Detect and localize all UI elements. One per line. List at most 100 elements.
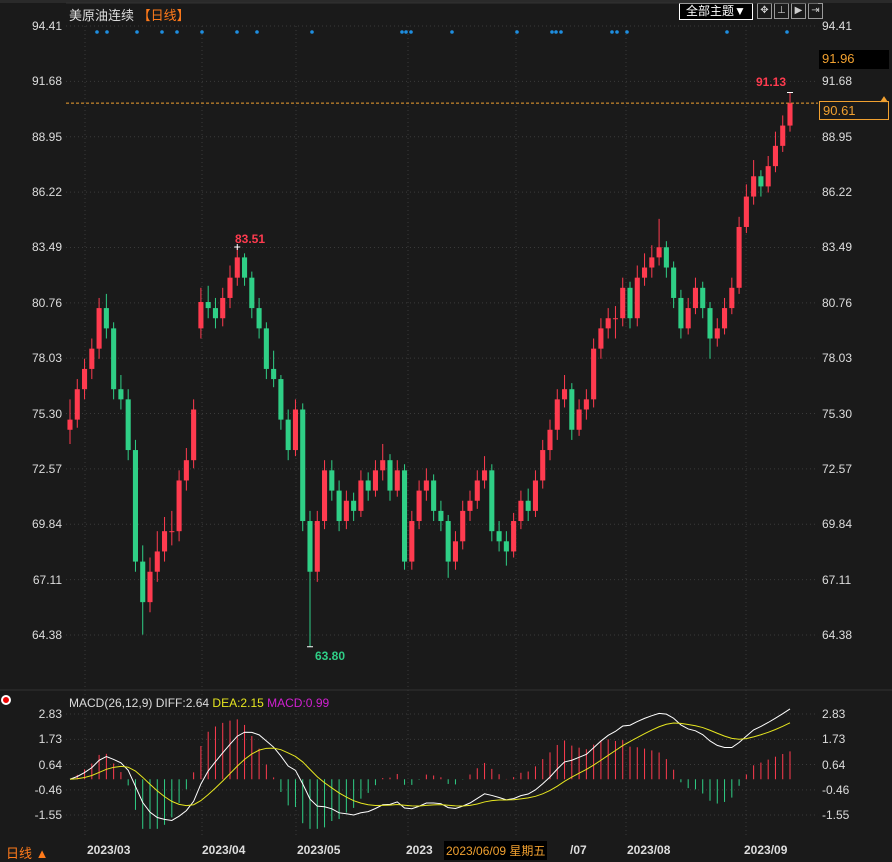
x-label: /07 (570, 843, 587, 857)
candle-body (438, 510, 444, 522)
candle-body (700, 287, 706, 309)
candle-body (482, 470, 488, 481)
period-selector[interactable]: 日线 ▲ (6, 846, 49, 861)
last-price-arrow-icon (880, 96, 888, 103)
candle-body (300, 409, 306, 522)
last-price-box: 90.61 (819, 101, 889, 120)
candle-body (249, 277, 255, 309)
candle-body (351, 500, 357, 511)
candle-body (642, 267, 648, 278)
candle-body (634, 277, 640, 319)
macd-tick-label: -0.46 (822, 782, 850, 797)
event-marker-icon (255, 30, 259, 34)
candle-body (692, 287, 698, 309)
candle-body (125, 399, 131, 451)
candle-body (758, 176, 764, 187)
diff-line (69, 708, 791, 821)
macd-value: MACD:0.99 (267, 696, 330, 710)
macd-tick-label: -1.55 (34, 808, 62, 822)
dea-line (69, 722, 791, 807)
x-label: 2023/09 (744, 843, 788, 857)
x-label: 2023/03 (87, 843, 131, 857)
candle-body (678, 297, 684, 329)
candle-body (423, 480, 429, 491)
indicator-toggle-icon[interactable] (1, 695, 11, 705)
candle-body (154, 551, 160, 572)
x-label: 2023/05 (297, 843, 341, 857)
event-marker-icon (200, 30, 204, 34)
candle-body (532, 480, 538, 511)
candle-body (402, 470, 408, 562)
candle-body (387, 460, 393, 491)
chart-title: 美原油连续 【日线】 (69, 5, 190, 24)
candle-body (358, 480, 364, 511)
x-label: 2023 (406, 843, 433, 857)
event-marker-icon (400, 30, 404, 34)
candle-body (212, 308, 218, 319)
candle-body (780, 125, 786, 146)
event-marker-icon (235, 30, 239, 34)
candle-body (787, 103, 793, 126)
candle-body (372, 470, 378, 491)
price-tick-label: 91.68 (822, 74, 853, 89)
candle-body (220, 297, 226, 319)
candle-body (314, 521, 320, 572)
candle-body (380, 460, 386, 471)
candle-body (329, 470, 335, 491)
price-tick-label: 75.30 (31, 406, 62, 421)
candle-body (89, 348, 95, 369)
candle-body (474, 480, 480, 501)
candle-body (569, 389, 575, 430)
price-tick-label: 80.76 (31, 295, 62, 310)
candle-body (416, 490, 422, 522)
event-marker-icon (160, 30, 164, 34)
candle-body (198, 302, 204, 329)
event-marker-icon (610, 30, 614, 34)
candle-body (96, 308, 102, 349)
macd-tick-label: 2.83 (822, 707, 846, 721)
candle-body (271, 368, 277, 380)
min-price-label: 63.80 (315, 649, 346, 663)
candle-body (234, 257, 240, 278)
event-marker-icon (175, 30, 179, 34)
price-tick-label: 94.41 (822, 19, 853, 33)
macd-tick-label: 2.83 (38, 707, 62, 721)
candle-body (394, 470, 400, 491)
recent-high-label: 91.13 (756, 75, 787, 89)
candle-body (554, 399, 560, 430)
diff-value: DIFF:2.64 (155, 696, 210, 710)
candle-body (743, 196, 749, 227)
event-marker-icon (615, 30, 619, 34)
candle-body (714, 328, 720, 339)
candle-body (772, 145, 778, 167)
candle-body (605, 318, 611, 329)
candle-body (256, 308, 262, 329)
crosshair-date-tooltip: 2023/06/09 星期五 (444, 841, 548, 860)
candle-body (118, 389, 124, 400)
candle-body (583, 399, 589, 410)
candle-body (147, 571, 153, 603)
candle-body (169, 531, 175, 533)
candle-body (525, 500, 531, 511)
candle-body (409, 521, 415, 562)
candle-body (467, 500, 473, 511)
candle-body (365, 480, 371, 491)
price-tick-label: 64.38 (31, 628, 62, 642)
price-tick-label: 80.76 (822, 295, 853, 310)
candle-body (591, 348, 597, 400)
candle-body (191, 409, 197, 461)
event-marker-icon (105, 30, 109, 34)
candle-body (496, 531, 502, 542)
price-tick-label: 67.11 (32, 572, 62, 587)
candle-body (132, 450, 138, 562)
macd-legend: MACD(26,12,9) DIFF:2.64 DEA:2.15 MACD:0.… (69, 696, 329, 710)
candle-body (336, 490, 342, 522)
candle-body (518, 500, 524, 522)
candle-body (285, 419, 291, 451)
candle-body (663, 247, 669, 268)
candle-body (445, 521, 451, 562)
candle-body (751, 176, 757, 197)
candle-body (562, 389, 568, 400)
candle-body (162, 531, 168, 552)
